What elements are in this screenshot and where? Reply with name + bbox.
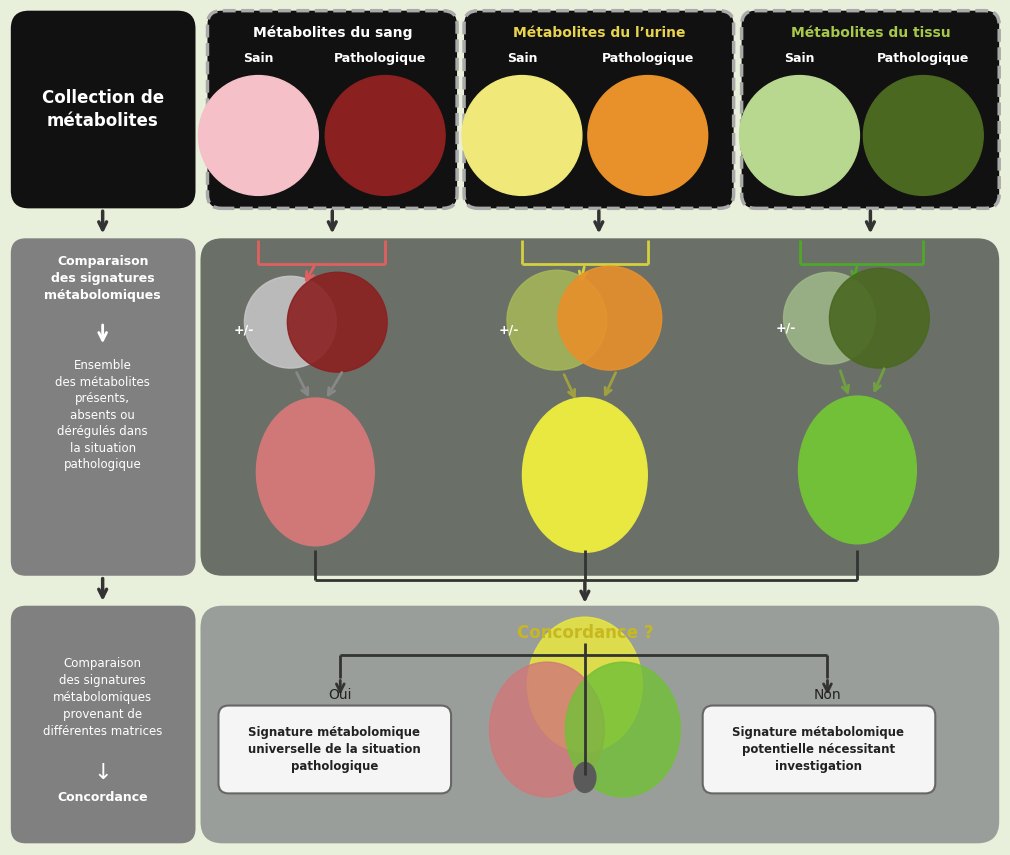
Ellipse shape (799, 396, 916, 544)
Text: Oui: Oui (328, 687, 352, 702)
Text: Pathologique: Pathologique (877, 52, 970, 65)
Text: Non: Non (814, 687, 841, 702)
Ellipse shape (527, 617, 642, 752)
Text: Métabolites du sang: Métabolites du sang (252, 26, 412, 40)
FancyBboxPatch shape (703, 705, 935, 793)
Text: Signature métabolomique
universelle de la situation
pathologique: Signature métabolomique universelle de l… (247, 726, 420, 773)
Text: Sain: Sain (785, 52, 815, 65)
Text: Métabolites du tissu: Métabolites du tissu (791, 26, 950, 39)
Circle shape (588, 75, 708, 196)
FancyBboxPatch shape (207, 10, 458, 209)
FancyBboxPatch shape (218, 705, 451, 793)
Ellipse shape (566, 662, 680, 797)
Circle shape (325, 75, 445, 196)
Text: Concordance: Concordance (58, 791, 148, 804)
Circle shape (199, 75, 318, 196)
Text: +/-: +/- (776, 321, 796, 334)
Text: Pathologique: Pathologique (334, 52, 426, 65)
Circle shape (739, 75, 860, 196)
Circle shape (864, 75, 983, 196)
FancyBboxPatch shape (201, 605, 999, 843)
Text: Concordance ?: Concordance ? (516, 623, 653, 641)
Text: Comparaison
des signatures
métabolomiques: Comparaison des signatures métabolomique… (44, 255, 161, 302)
Ellipse shape (574, 763, 596, 793)
FancyBboxPatch shape (11, 605, 196, 843)
Text: Sain: Sain (507, 52, 537, 65)
Text: Signature métabolomique
potentielle nécessitant
investigation: Signature métabolomique potentielle néce… (732, 726, 905, 773)
Circle shape (558, 266, 662, 370)
Circle shape (288, 272, 387, 372)
Ellipse shape (257, 398, 375, 545)
Text: Métabolites du l’urine: Métabolites du l’urine (513, 26, 685, 39)
Text: ↓: ↓ (93, 763, 112, 782)
Ellipse shape (522, 398, 647, 552)
Text: Sain: Sain (243, 52, 274, 65)
Circle shape (829, 268, 929, 369)
Ellipse shape (490, 662, 604, 797)
Circle shape (462, 75, 582, 196)
Circle shape (784, 272, 876, 364)
Text: Collection de
métabolites: Collection de métabolites (41, 90, 164, 130)
FancyBboxPatch shape (201, 239, 999, 575)
FancyBboxPatch shape (741, 10, 999, 209)
Text: Ensemble
des métabolites
présents,
absents ou
dérégulés dans
la situation
pathol: Ensemble des métabolites présents, absen… (56, 359, 150, 471)
Text: +/-: +/- (499, 324, 519, 337)
Text: Comparaison
des signatures
métabolomiques
provenant de
différentes matrices: Comparaison des signatures métabolomique… (43, 657, 163, 738)
Text: Pathologique: Pathologique (602, 52, 694, 65)
Circle shape (507, 270, 607, 370)
Text: +/-: +/- (233, 324, 254, 337)
FancyBboxPatch shape (11, 10, 196, 209)
FancyBboxPatch shape (11, 239, 196, 575)
FancyBboxPatch shape (464, 10, 733, 209)
Circle shape (244, 276, 336, 369)
